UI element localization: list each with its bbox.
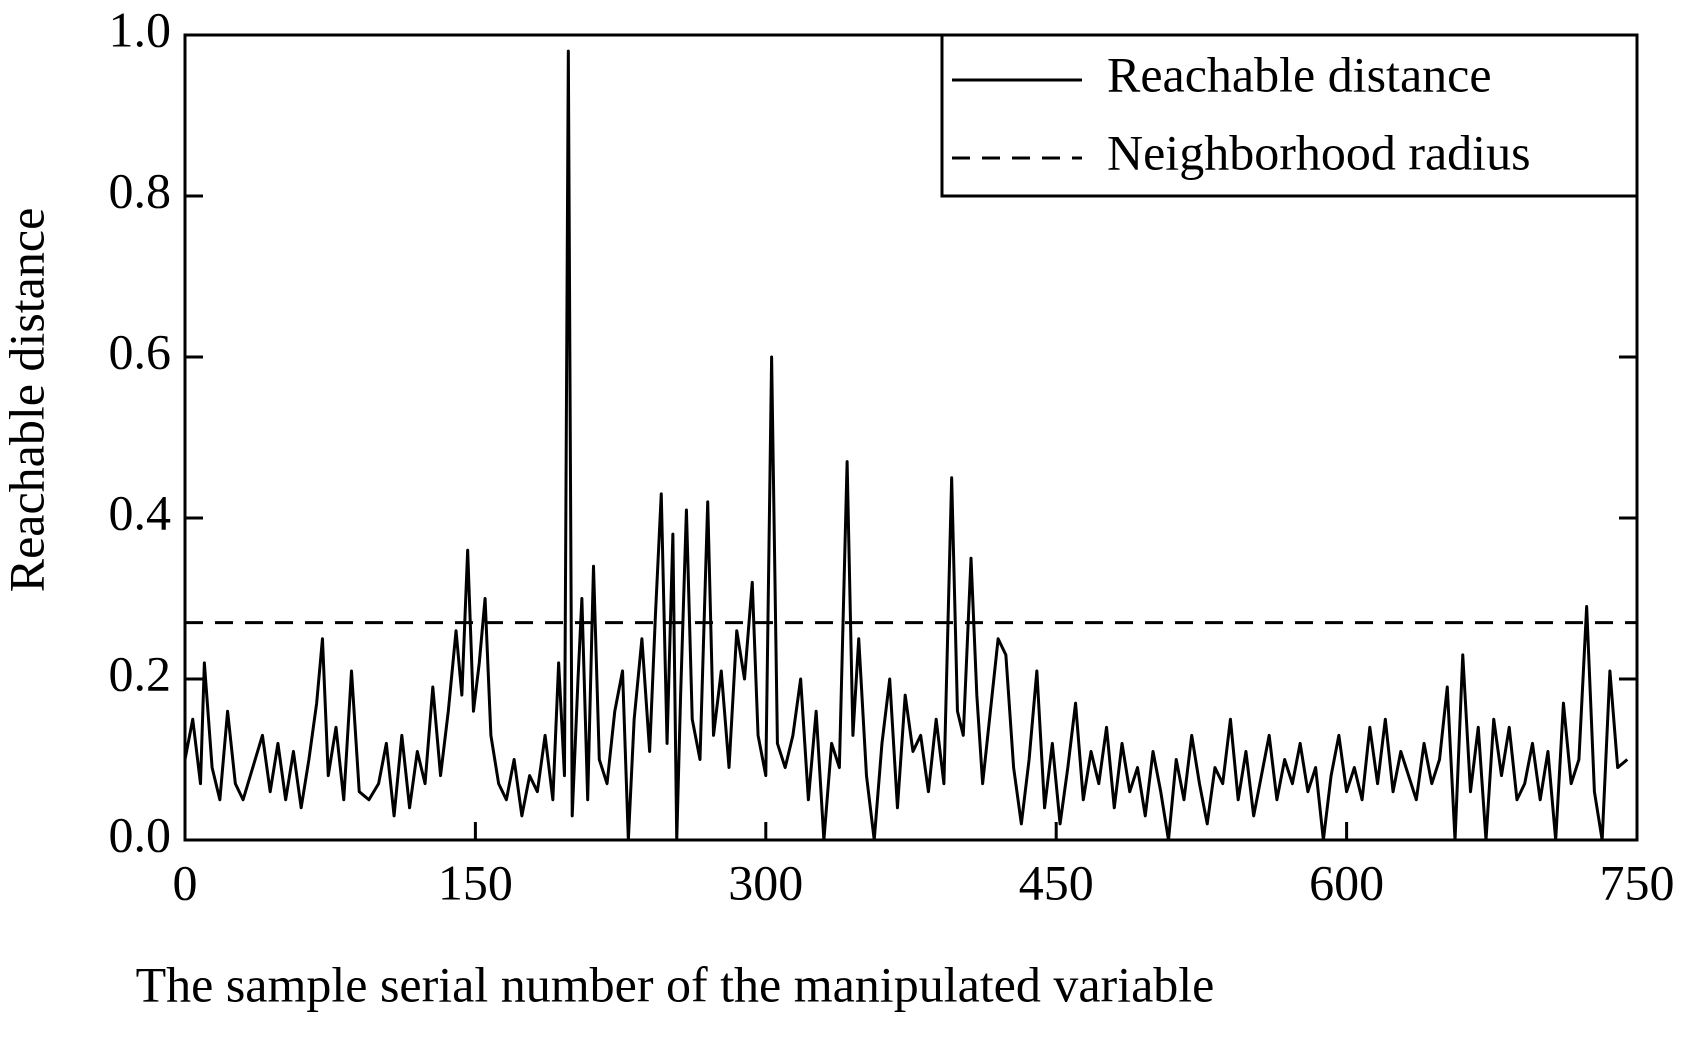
x-tick-label: 750 <box>1600 854 1675 910</box>
legend-label: Neighborhood radius <box>1107 124 1531 180</box>
y-tick-label: 1.0 <box>109 1 172 57</box>
legend-label: Reachable distance <box>1107 46 1492 102</box>
x-tick-label: 0 <box>173 854 198 910</box>
x-tick-label: 600 <box>1309 854 1384 910</box>
legend-box <box>940 33 1639 198</box>
y-tick-label: 0.2 <box>109 645 172 701</box>
y-tick-label: 0.4 <box>109 484 172 540</box>
x-axis-label: The sample serial number of the manipula… <box>136 956 1215 1012</box>
y-axis-label: Reachable distance <box>0 208 54 593</box>
y-tick-label: 0.8 <box>109 162 172 218</box>
y-tick-label: 0.6 <box>109 323 172 379</box>
x-tick-label: 300 <box>728 854 803 910</box>
x-tick-label: 450 <box>1019 854 1094 910</box>
x-tick-label: 150 <box>438 854 513 910</box>
y-tick-label: 0.0 <box>109 806 172 862</box>
plot-frame <box>183 33 1639 842</box>
